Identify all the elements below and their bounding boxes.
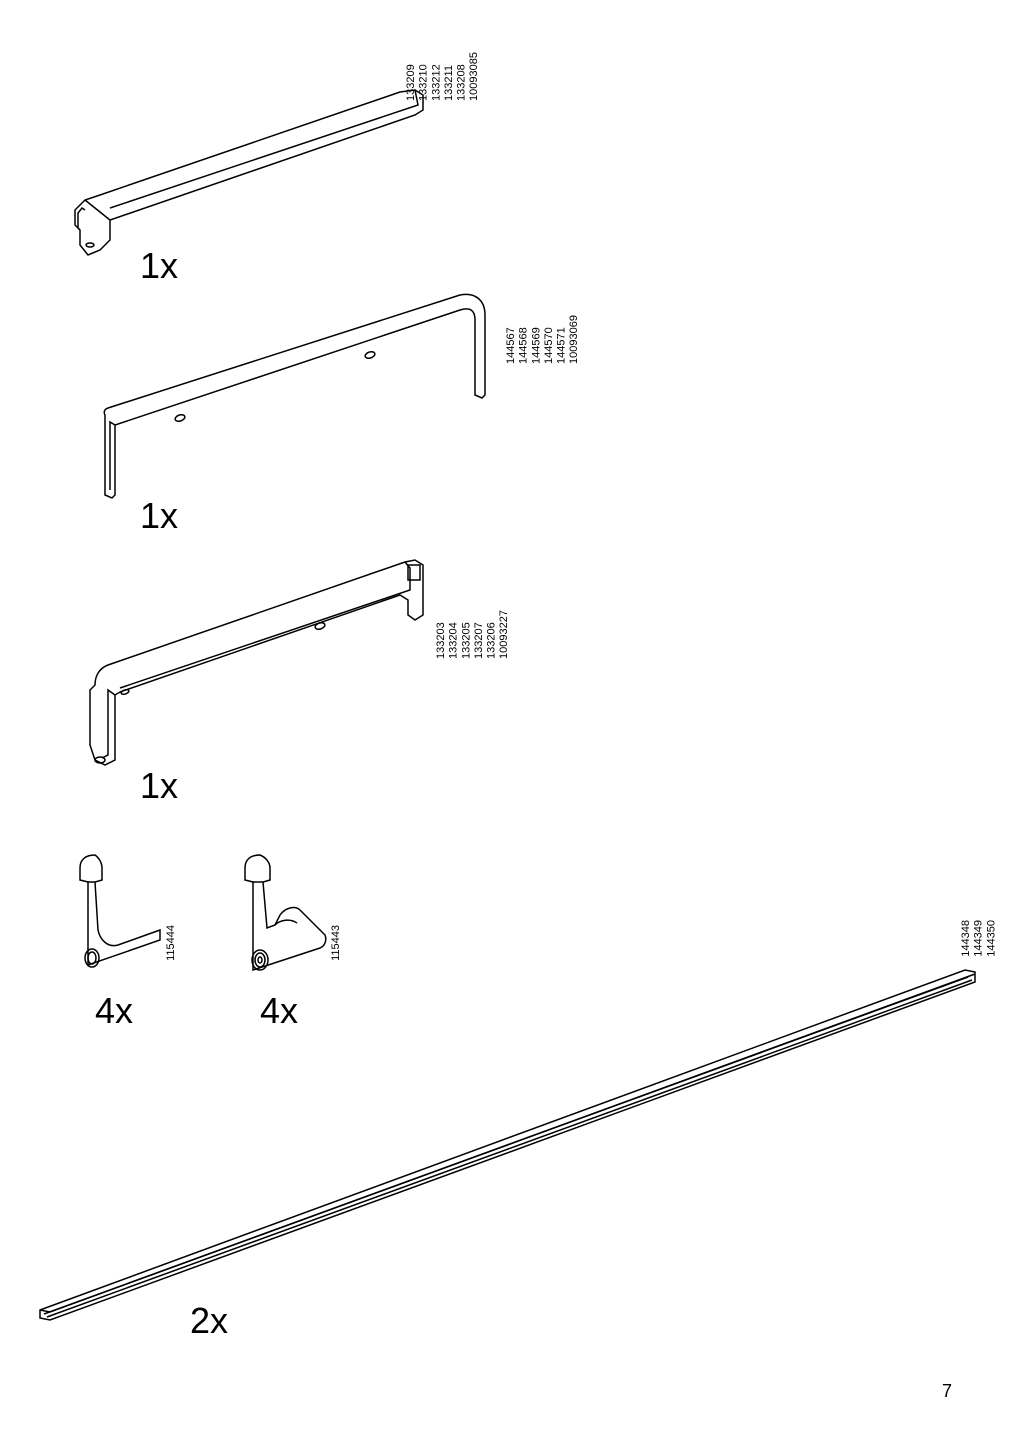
top-rail-numbers: 133209 133210 133212 133211 133208 10093… bbox=[405, 52, 481, 101]
mid-panel-group: 1x 144567 144568 144569 144570 144571 10… bbox=[60, 280, 500, 525]
lower-panel-diagram bbox=[60, 540, 460, 780]
mid-panel-qty: 1x bbox=[140, 495, 178, 537]
lower-panel-numbers: 133203 133204 133205 133207 133206 10093… bbox=[435, 610, 511, 659]
mid-panel-numbers: 144567 144568 144569 144570 144571 10093… bbox=[505, 315, 581, 364]
long-strip-diagram bbox=[30, 930, 990, 1330]
lower-panel-qty: 1x bbox=[140, 765, 178, 807]
long-strip-group: 2x 144348 144349 144350 bbox=[30, 930, 990, 1335]
mid-panel-diagram bbox=[60, 280, 500, 520]
long-strip-qty: 2x bbox=[190, 1300, 228, 1342]
top-rail-diagram bbox=[60, 80, 440, 270]
long-strip-numbers: 144348 144349 144350 bbox=[960, 920, 998, 957]
page-number: 7 bbox=[942, 1381, 952, 1402]
lower-panel-group: 1x 133203 133204 133205 133207 133206 10… bbox=[60, 540, 460, 785]
top-rail-group: 1x 133209 133210 133212 133211 133208 10… bbox=[60, 80, 440, 275]
